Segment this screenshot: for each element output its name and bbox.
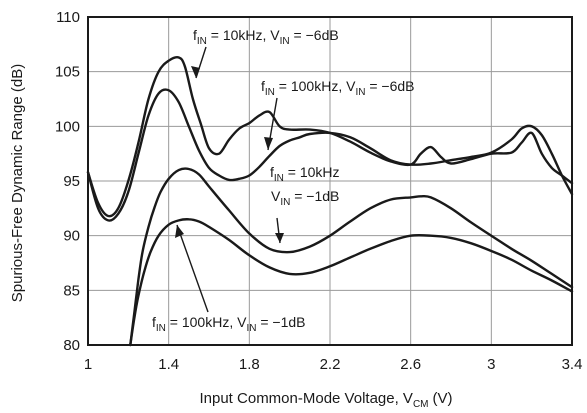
leader-arrowhead <box>275 233 284 243</box>
x-tick-label: 2.2 <box>320 356 341 373</box>
annotation-2: fIN = 100kHz, VIN = −6dB <box>261 78 414 98</box>
annotation-leaders <box>175 46 284 313</box>
x-tick-label: 3.4 <box>562 356 583 373</box>
y-tick-label: 100 <box>55 118 80 135</box>
y-tick-labels: 80 85 90 95 100 105 110 <box>55 9 80 354</box>
x-tick-label: 1.4 <box>158 356 179 373</box>
plot-frame <box>87 16 573 346</box>
x-tick-label: 2.6 <box>400 356 421 373</box>
x-tick-label: 1 <box>84 356 92 373</box>
x-tick-labels: 1 1.4 1.8 2.2 2.6 3 3.4 <box>84 356 583 373</box>
leader-arrowhead <box>175 225 184 238</box>
y-tick-label: 105 <box>55 64 80 81</box>
y-axis-label: Spurious-Free Dynamic Range (dB) <box>9 64 26 302</box>
series-line-3 <box>129 167 574 347</box>
annotation-3: fIN = 10kHz <box>270 164 340 184</box>
y-tick-label: 90 <box>63 228 80 245</box>
leader-arrowhead <box>264 137 273 150</box>
series-line-2 <box>86 88 574 222</box>
grid-lines <box>87 16 573 346</box>
x-tick-label: 1.8 <box>239 356 260 373</box>
y-tick-label: 85 <box>63 282 80 299</box>
y-tick-label: 80 <box>63 337 80 354</box>
y-tick-label: 95 <box>63 173 80 190</box>
series-group <box>86 56 574 347</box>
series-line-4 <box>129 218 574 347</box>
series-line-1 <box>86 56 574 218</box>
annotation-1: fIN = 10kHz, VIN = −6dB <box>193 27 339 47</box>
leader-line <box>176 224 209 313</box>
annotation-5: fIN = 100kHz, VIN = −1dB <box>152 314 305 334</box>
x-axis-label: Input Common-Mode Voltage, VCM (V) <box>199 390 452 410</box>
y-tick-label: 110 <box>56 9 80 26</box>
x-tick-label: 3 <box>487 356 495 373</box>
leader-arrowhead <box>191 66 200 78</box>
annotation-4: VIN = −1dB <box>271 188 339 208</box>
annotations: fIN = 10kHz, VIN = −6dB fIN = 100kHz, VIN… <box>152 27 414 334</box>
